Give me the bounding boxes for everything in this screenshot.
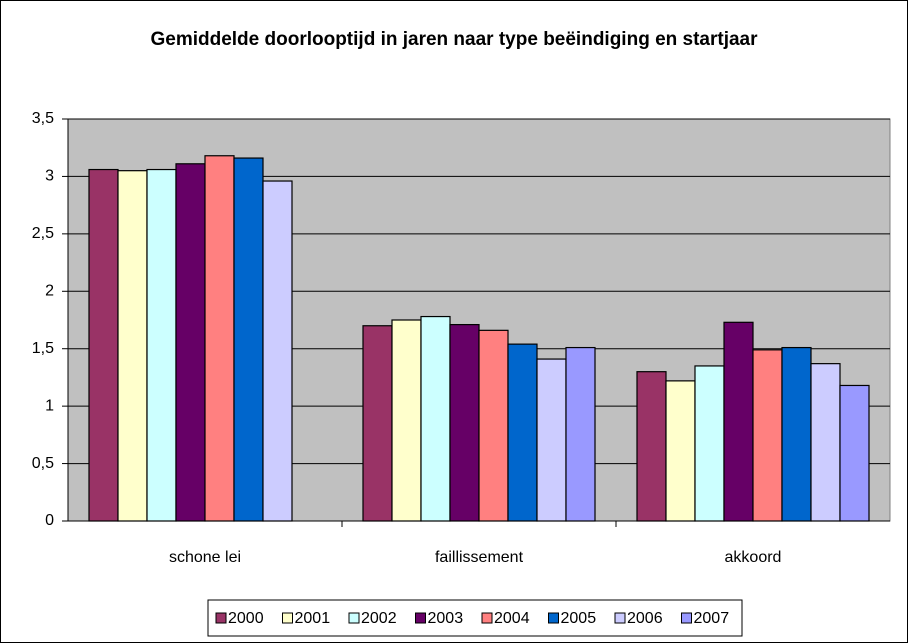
bar [781,346,812,522]
bar [810,363,841,522]
legend-label: 2003 [428,610,464,627]
y-tick-label: 3 [45,168,54,185]
bar [146,168,177,522]
x-tick-label: akkoord [725,549,782,566]
y-tick-label: 2 [45,283,54,300]
legend-label: 2000 [228,610,264,627]
y-tick-label: 3,5 [32,110,54,127]
legend-swatch [415,612,426,624]
bar [204,155,235,522]
bar [449,323,480,522]
bar [752,349,783,522]
legend-label: 2006 [627,610,663,627]
bar [175,163,206,522]
y-tick-label: 1,5 [32,340,54,357]
legend-label: 2001 [295,610,331,627]
chart-title: Gemiddelde doorlooptijd in jaren naar ty… [150,29,758,50]
legend-label: 2007 [694,610,730,627]
legend-label: 2005 [561,610,597,627]
bar [507,343,538,522]
x-tick-label: schone lei [169,549,241,566]
legend-swatch [681,612,692,624]
legend-swatch [282,612,293,624]
legend-swatch [348,612,360,624]
bar [262,180,293,522]
bar [478,329,509,522]
bar [420,315,451,522]
legend-swatch [215,612,227,624]
y-tick-label: 0,5 [32,455,54,472]
legend-swatch [481,612,493,624]
y-tick-label: 1 [45,397,54,414]
bar [665,380,696,522]
legend-label: 2004 [494,610,530,627]
bar [233,157,264,522]
bar [391,319,422,522]
legend-swatch [548,612,559,624]
y-tick-label: 2,5 [32,225,54,242]
bar [694,365,725,522]
legend-label: 2002 [361,610,397,627]
legend-box [207,599,743,637]
bar [362,325,393,522]
bar [636,371,667,522]
bar [565,346,596,522]
bar [88,168,119,522]
bar [536,358,567,522]
bar [839,384,870,522]
y-tick-label: 0 [45,512,54,529]
bar [723,321,754,522]
x-tick-label: faillissement [435,549,524,566]
bar [117,170,148,522]
legend-swatch [614,612,626,624]
